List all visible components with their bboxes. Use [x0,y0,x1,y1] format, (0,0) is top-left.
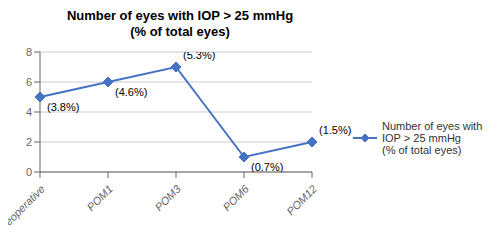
svg-text:2: 2 [26,136,32,148]
svg-text:(3.8%): (3.8%) [47,101,79,113]
html-text:Number of eyes with IOP > 25 m: Number of eyes with IOP > 25 mmHg (% of … [66,8,294,39]
svg-text:Preoperative: Preoperative [8,183,47,234]
svg-text:(5.3%): (5.3%) [183,52,215,61]
svg-text:POM3: POM3 [153,182,184,213]
svg-text:POM1: POM1 [85,183,116,214]
svg-text:(4.6%): (4.6%) [115,86,147,98]
svg-text:POM12: POM12 [284,183,319,218]
svg-text:0: 0 [26,166,32,178]
svg-text:4: 4 [26,106,32,118]
html-text:Number of eyes with IOP > 25 m: Number of eyes with IOP > 25 mmHg (% of … [382,120,483,156]
svg-text:(0.7%): (0.7%) [251,161,283,172]
svg-text:6: 6 [26,76,32,88]
svg-text:8: 8 [26,46,32,58]
svg-text:POM6: POM6 [221,182,252,213]
svg-text:(1.5%): (1.5%) [319,124,351,136]
